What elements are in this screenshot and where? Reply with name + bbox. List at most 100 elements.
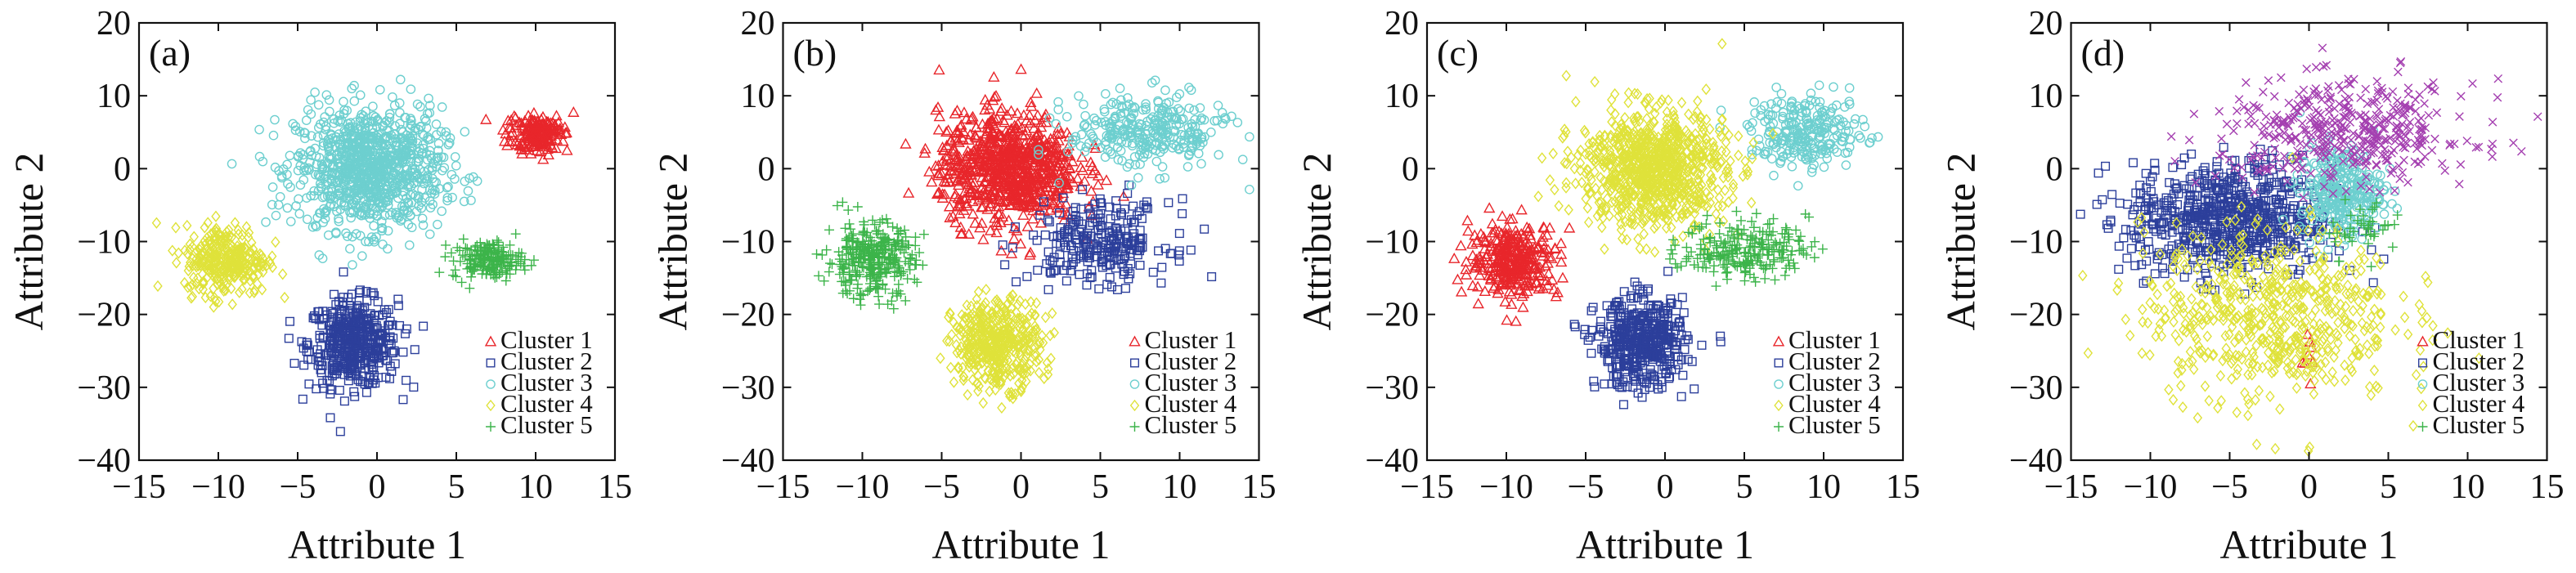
data-point [313, 100, 324, 110]
data-point [869, 219, 880, 230]
data-point [383, 244, 393, 254]
data-point [345, 244, 355, 254]
y-tick-label: −30 [721, 369, 775, 407]
data-point [1644, 284, 1654, 293]
data-point [355, 285, 365, 295]
data-point [424, 108, 435, 118]
data-point [299, 128, 309, 137]
data-point [329, 201, 339, 212]
data-point [1193, 148, 1204, 159]
data-point [871, 226, 882, 236]
data-point [1618, 400, 1628, 410]
data-point [301, 115, 312, 125]
data-point [369, 235, 379, 245]
x-tick-label: 10 [1163, 468, 1197, 506]
data-points [151, 74, 580, 436]
data-point [254, 124, 264, 135]
data-point [389, 150, 400, 161]
data-point [402, 138, 411, 149]
legend-marker [1129, 379, 1140, 389]
data-point [399, 206, 410, 216]
data-point [369, 209, 379, 219]
data-point [406, 153, 417, 163]
data-point [277, 268, 288, 280]
data-point [557, 135, 569, 146]
data-point [527, 139, 540, 150]
data-point [1112, 284, 1122, 294]
data-point [424, 229, 435, 239]
data-point [450, 265, 460, 275]
data-point [1043, 284, 1053, 294]
data-point [345, 152, 356, 163]
data-point [341, 228, 351, 239]
data-point [410, 345, 420, 355]
data-point [384, 150, 395, 160]
data-point [900, 295, 911, 306]
data-point [393, 294, 403, 304]
data-point [1510, 315, 1522, 326]
data-point [1217, 108, 1227, 118]
data-point [321, 171, 330, 181]
data-point [368, 288, 378, 298]
data-point [1178, 208, 1187, 218]
data-point [331, 227, 341, 237]
data-point [1005, 247, 1018, 258]
data-point [371, 121, 382, 132]
data-point [415, 164, 424, 174]
data-point [433, 145, 443, 156]
data-point [322, 177, 333, 187]
data-point [348, 260, 357, 270]
data-point [329, 118, 339, 128]
data-point [270, 114, 280, 125]
data-point [317, 253, 328, 263]
scatter-panel-1: −15 −10 −5 0 5 10 15−40−30−20−1001020Attribute… [6, 5, 632, 567]
y-axis-title: Attribute 2 [650, 152, 696, 330]
series-2 [284, 267, 429, 436]
data-point [321, 90, 332, 100]
data-point [347, 83, 357, 94]
data-point [1563, 222, 1576, 233]
panel-label: (a) [149, 32, 191, 74]
data-point [366, 161, 376, 171]
data-point [330, 363, 339, 373]
data-point [466, 195, 476, 205]
data-point [406, 157, 416, 168]
data-point [1061, 276, 1071, 286]
data-point [339, 198, 349, 208]
data-point [378, 310, 388, 320]
data-point [1515, 204, 1528, 215]
data-point [312, 159, 322, 169]
data-point [318, 141, 329, 151]
data-point [326, 325, 336, 334]
data-point [424, 93, 433, 104]
data-point [868, 215, 878, 226]
data-point [357, 251, 367, 261]
data-point [412, 138, 423, 148]
data-point [379, 152, 388, 163]
data-point [524, 114, 536, 125]
data-point [369, 362, 379, 372]
data-point [334, 190, 345, 200]
data-point [268, 130, 279, 141]
data-point [545, 139, 557, 150]
data-point [415, 173, 424, 184]
series-5 [434, 229, 539, 293]
data-point [327, 365, 337, 374]
data-point [349, 317, 359, 327]
data-point [342, 360, 352, 370]
data-point [316, 368, 326, 378]
data-point [343, 123, 353, 133]
data-point [1085, 185, 1097, 196]
data-point [1126, 180, 1137, 190]
data-point [347, 208, 357, 218]
data-point [1207, 272, 1217, 282]
data-point [844, 218, 855, 229]
data-point [343, 343, 352, 353]
data-point [329, 192, 339, 203]
data-point [464, 283, 475, 293]
legend-marker [486, 379, 496, 389]
data-point [376, 216, 387, 226]
data-point [846, 224, 856, 235]
data-point [365, 209, 375, 219]
